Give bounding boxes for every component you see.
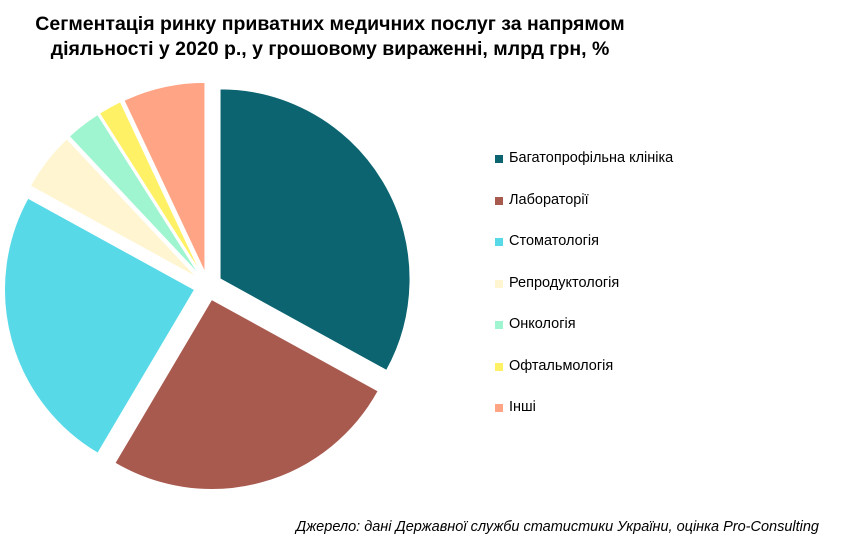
legend-label: Лабораторії — [509, 191, 589, 208]
legend-label: Стоматологія — [509, 233, 600, 249]
legend-item-3: Репродуктологія — [495, 275, 673, 317]
pie-slice-3 — [29, 138, 198, 278]
legend-item-4: Онкологія — [495, 316, 673, 358]
pie-slice-1 — [114, 298, 379, 491]
pie-slice-5 — [98, 101, 202, 274]
legend-item-0: Багатопрофільна клініка — [495, 150, 673, 192]
source-note: Джерело: дані Державної служби статистик… — [296, 519, 819, 535]
legend-swatch — [495, 279, 503, 288]
legend-item-1: Лабораторії — [495, 192, 673, 234]
legend-label: Інші — [509, 399, 536, 415]
pie-slice-0 — [219, 88, 411, 372]
chart-legend: Багатопрофільна клініка Лабораторії Стомат… — [495, 150, 673, 441]
pie-slice-6 — [123, 81, 206, 273]
legend-label: Онкологія — [509, 316, 576, 332]
chart-title-line-2: діяльності у 2020 р., у грошовому вираже… — [50, 38, 610, 60]
chart-title: Сегментація ринку приватних медичних пос… — [0, 12, 660, 62]
legend-swatch — [495, 321, 503, 329]
pie-chart — [4, 81, 411, 491]
legend-swatch — [495, 238, 503, 246]
chart-title-line-1: Сегментація ринку приватних медичних пос… — [35, 13, 625, 35]
legend-swatch — [495, 155, 503, 163]
legend-item-5: Офтальмологія — [495, 358, 673, 400]
pie-slice-4 — [68, 113, 200, 276]
legend-swatch — [495, 362, 503, 371]
legend-label: Багатопрофільна клініка — [509, 150, 674, 166]
legend-label: Офтальмологія — [509, 357, 614, 374]
legend-label: Репродуктологія — [509, 274, 620, 291]
pie-slice-2 — [4, 197, 196, 454]
legend-swatch — [495, 404, 503, 412]
legend-item-2: Стоматологія — [495, 233, 673, 275]
legend-swatch — [495, 196, 503, 205]
legend-item-6: Інші — [495, 399, 673, 441]
